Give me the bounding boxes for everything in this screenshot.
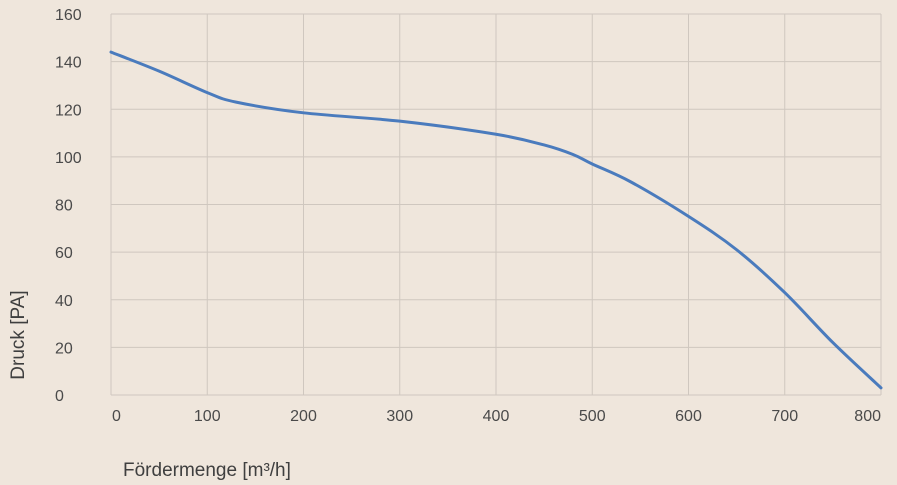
x-tick-label: 400 — [483, 408, 510, 425]
y-tick-label: 140 — [55, 55, 82, 72]
y-tick-label: 20 — [55, 340, 73, 357]
x-tick-label: 100 — [194, 408, 221, 425]
y-axis-title: Druck [PA] — [8, 290, 29, 379]
x-tick-label: 500 — [579, 408, 606, 425]
y-tick-label: 40 — [55, 293, 73, 310]
x-tick-label: 200 — [290, 408, 317, 425]
y-tick-label: 100 — [55, 150, 82, 167]
grid — [110, 13, 882, 396]
x-tick-label: 700 — [771, 408, 798, 425]
y-tick-label: 120 — [55, 102, 82, 119]
x-tick-label: 300 — [386, 408, 413, 425]
x-axis-title: Fördermenge [m³/h] — [123, 460, 291, 481]
y-tick-label: 0 — [55, 388, 64, 405]
x-tick-label: 800 — [854, 408, 881, 425]
tick-labels: 0 100 200 300 400 500 600 700 800 0 20 40 60 80 100 120… — [55, 7, 881, 425]
x-tick-label: 0 — [112, 408, 121, 425]
y-tick-label: 60 — [55, 245, 73, 262]
series-line — [109, 50, 883, 390]
x-tick-label: 600 — [675, 408, 702, 425]
series-layer — [109, 50, 883, 390]
y-tick-label: 80 — [55, 198, 73, 215]
y-tick-label: 160 — [55, 7, 82, 24]
